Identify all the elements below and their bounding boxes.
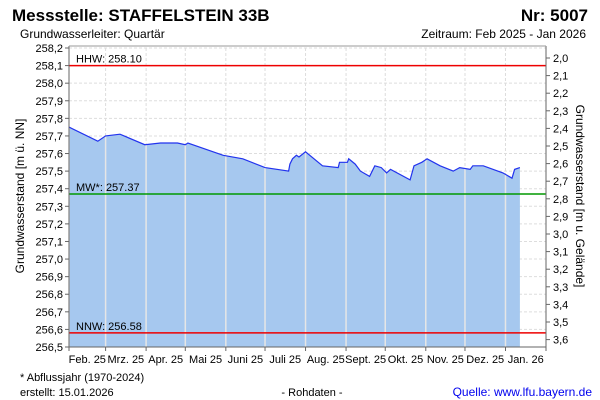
y-tick-label: 257,8 — [35, 113, 63, 125]
reference-lines: HHW: 258.10 MW*: 257.37 NNW: 256.58 — [69, 54, 546, 334]
y-tick-label: 256,8 — [35, 289, 63, 301]
x-tick-label: Feb. 25 — [69, 354, 106, 366]
created-date: erstellt: 15.01.2026 — [20, 387, 114, 399]
y2-tick-label: 2,0 — [553, 53, 568, 65]
reference-line-label: NNW: 256.58 — [76, 321, 142, 333]
y2-tick-label: 3,5 — [553, 317, 568, 329]
y2-tick-label: 2,5 — [553, 141, 568, 153]
y2-tick-label: 2,3 — [553, 106, 568, 118]
x-tick-label: Jan. 26 — [508, 354, 544, 366]
y-tick-label: 257,5 — [35, 166, 63, 178]
y-tick-label: 258,1 — [35, 61, 63, 73]
y2-tick-label: 3,2 — [553, 264, 568, 276]
y2-tick-label: 2,9 — [553, 211, 568, 223]
y2-tick-label: 3,1 — [553, 247, 568, 259]
y2-tick-label: 3,3 — [553, 282, 568, 294]
x-tick-label: Aug. 25 — [307, 354, 345, 366]
y-tick-label: 256,6 — [35, 324, 63, 336]
period-label: Zeitraum: Feb 2025 - Jan 2026 — [421, 27, 586, 41]
footnote: * Abflussjahr (1970-2024) — [20, 372, 144, 384]
y-tick-label: 256,9 — [35, 272, 63, 284]
y-tick-label: 257,2 — [35, 219, 63, 231]
data-area-fill — [69, 127, 520, 347]
y2-tick-label: 3,6 — [553, 335, 568, 347]
y2-tick-label: 2,7 — [553, 176, 568, 188]
x-tick-label: Nov. 25 — [427, 354, 464, 366]
y2-tick-label: 2,6 — [553, 159, 568, 171]
y2-tick-label: 2,4 — [553, 123, 568, 135]
y2-tick-label: 2,2 — [553, 88, 568, 100]
y-tick-label: 257,0 — [35, 254, 63, 266]
y2-axis-label: Grundwasserstand [m u. Gelände] — [573, 105, 587, 288]
x-tick-label: Dez. 25 — [466, 354, 504, 366]
aquifer-label: Grundwasserleiter: Quartär — [20, 27, 165, 41]
y2-tick-label: 3,4 — [553, 299, 568, 311]
y-tick-label: 257,3 — [35, 201, 63, 213]
x-tick-label: Juli 25 — [269, 354, 301, 366]
grid-in-area — [69, 127, 507, 347]
y-tick-label: 256,5 — [35, 342, 63, 354]
y-axis-label: Grundwasserstand [m ü. NN] — [13, 119, 27, 274]
y2-tick-label: 3,0 — [553, 229, 568, 241]
y2-tick-label: 2,1 — [553, 71, 568, 83]
y2-tick-label: 2,8 — [553, 194, 568, 206]
x-tick-label: Apr. 25 — [148, 354, 183, 366]
y-tick-label: 256,7 — [35, 307, 63, 319]
y-tick-label: 257,6 — [35, 149, 63, 161]
station-number: Nr: 5007 — [521, 6, 588, 25]
x-tick-label: Mrz. 25 — [108, 354, 145, 366]
y-tick-label: 257,4 — [35, 184, 63, 196]
axes: 258,2 258,1 258,0 257,9 257,8 257,7 257,6 257,5… — [35, 43, 568, 366]
y-tick-label: 258,2 — [35, 43, 63, 55]
y-tick-label: 257,9 — [35, 96, 63, 108]
x-tick-label: Okt. 25 — [388, 354, 423, 366]
y-tick-label: 257,7 — [35, 131, 63, 143]
source-link[interactable]: Quelle: www.lfu.bayern.de — [453, 385, 593, 399]
x-tick-label: Sept. 25 — [345, 354, 386, 366]
x-tick-label: Mai 25 — [189, 354, 222, 366]
x-tick-label: Juni 25 — [228, 354, 263, 366]
data-series-line — [68, 126, 521, 181]
chart-title: Messstelle: STAFFELSTEIN 33B — [12, 6, 270, 25]
reference-line-label: HHW: 258.10 — [76, 54, 142, 66]
raw-data-note: - Rohdaten - — [281, 387, 342, 399]
y-tick-label: 257,1 — [35, 236, 63, 248]
y-tick-label: 258,0 — [35, 78, 63, 90]
reference-line-label: MW*: 257.37 — [76, 182, 140, 194]
